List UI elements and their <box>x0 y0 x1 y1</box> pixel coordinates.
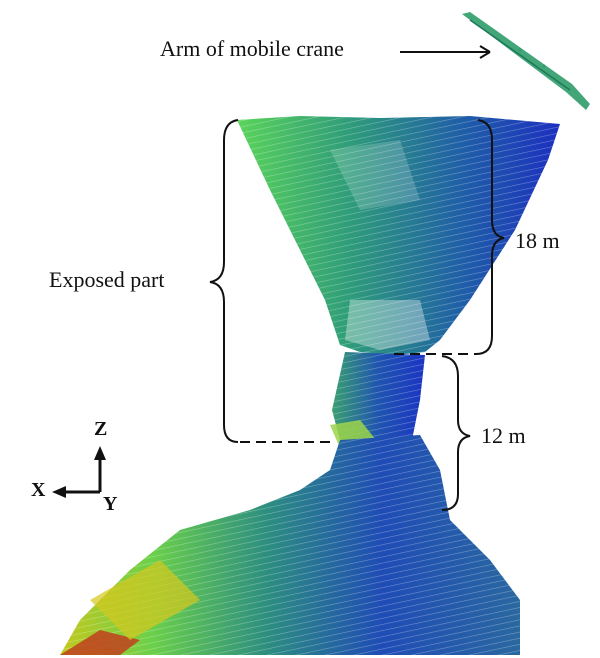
base-shape <box>60 435 520 655</box>
axis-triad <box>52 446 106 498</box>
exposed-brace <box>209 119 330 443</box>
lower-height-brace <box>441 355 471 511</box>
axis-y-label: Y <box>103 493 118 515</box>
arm-arrow <box>400 45 491 59</box>
upper-height-label: 18 m <box>515 228 560 253</box>
upper-height-brace <box>394 119 505 355</box>
neck-shape <box>330 352 425 448</box>
arm-label: Arm of mobile crane <box>160 36 344 61</box>
lower-height-label: 12 m <box>481 423 526 448</box>
axis-z-label: Z <box>94 418 108 440</box>
crane-arm-shape <box>462 12 590 110</box>
exposed-part-label: Exposed part <box>49 267 165 292</box>
axis-x-label: X <box>31 479 46 501</box>
upper-cone-shape <box>237 116 560 355</box>
